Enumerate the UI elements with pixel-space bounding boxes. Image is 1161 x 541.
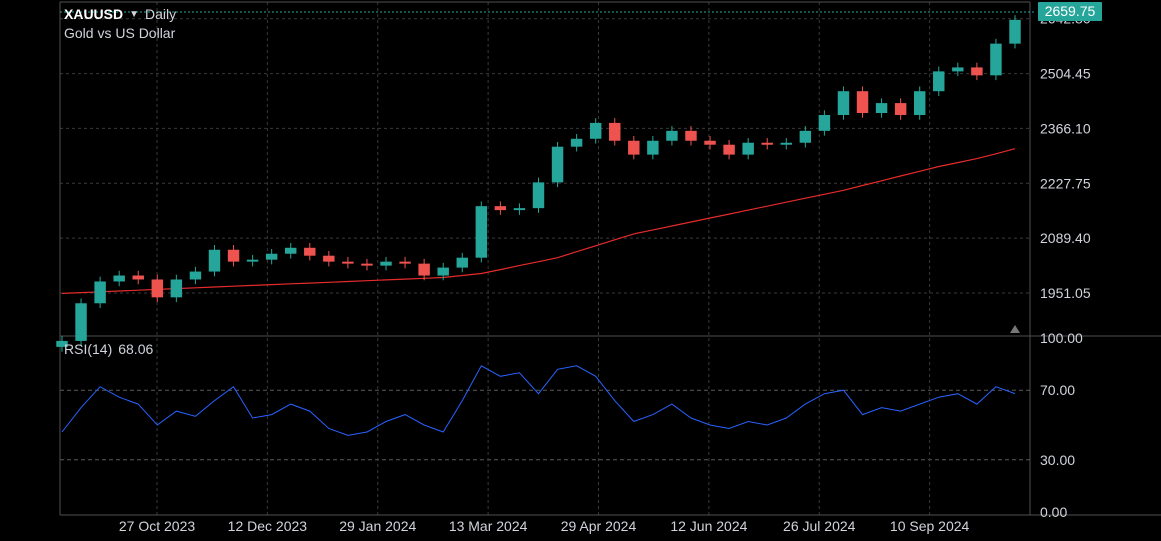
candle-body [208,249,221,272]
candle-body [380,261,392,266]
candle-body [913,91,926,115]
price-tick-label: 2366.10 [1040,120,1091,136]
rsi-tick-label: 0.00 [1040,504,1067,520]
candle-body [666,130,678,141]
candle-body [361,263,373,266]
symbol-row[interactable]: XAUUSD ▼ Daily [64,6,176,22]
candle-body [342,261,354,264]
rsi-value: 68.06 [118,341,154,357]
candle-body [494,206,507,211]
time-tick-label: 12 Dec 2023 [228,518,308,534]
candle-body [151,279,164,298]
candle-body [723,144,735,155]
rsi-layer [61,365,1016,436]
candle-body [990,43,1002,76]
candle-body [437,267,449,276]
candle-body [875,103,888,114]
candle-body [628,140,640,155]
candle-body [799,130,812,143]
time-tick-label: 26 Jul 2024 [783,518,856,534]
time-tick-label: 29 Jan 2024 [339,518,416,534]
candle-body [647,140,659,155]
candle-body [456,257,468,268]
candle-body [780,142,792,145]
rsi-tick-label: 70.00 [1040,382,1075,398]
candle-body [246,259,259,262]
last-price-tag: 2659.75 [1038,2,1102,22]
price-tick-label: 1951.05 [1040,285,1091,301]
candle-body [285,247,297,254]
moving-average-line [61,148,1016,294]
interval-label[interactable]: Daily [145,6,177,22]
candle-body [227,249,240,262]
candle-body [532,182,545,209]
candle-body [132,275,144,280]
price-tick-label: 2089.40 [1040,230,1091,246]
candle-body [170,279,183,298]
candle-body [189,271,202,280]
time-tick-label: 27 Oct 2023 [119,518,195,534]
candle-body [323,255,335,262]
candle-body [971,67,983,76]
candle-body [589,122,602,139]
rsi-name: RSI(14) [64,341,113,357]
candle-body [952,67,964,72]
rsi-legend[interactable]: RSI(14) 68.06 [64,341,153,357]
candle-body [837,91,850,115]
time-tick-label: 10 Sep 2024 [890,518,970,534]
time-tick-label: 29 Apr 2024 [561,518,637,534]
price-tick-label: 2504.45 [1040,66,1091,82]
symbol-name[interactable]: XAUUSD [64,6,124,22]
candles-layer [56,15,1021,352]
moving-average-layer [61,148,1016,294]
candle-body [685,130,697,141]
candle-body [551,146,564,183]
candle-body [856,91,869,114]
candle-body [418,263,430,276]
candle-body [570,138,583,147]
candle-body [933,71,945,92]
candle-body [265,253,278,260]
candle-body [56,340,68,347]
rsi-tick-label: 30.00 [1040,452,1075,468]
candle-body [894,103,907,115]
candle-body [513,208,526,211]
candle-body [475,206,488,258]
grid-layer [60,2,1030,515]
candle-body [761,142,773,145]
candle-body [399,261,411,264]
candle-body [704,140,716,145]
scroll-to-latest-icon[interactable] [1010,325,1020,333]
dropdown-caret-icon[interactable]: ▼ [129,8,140,20]
price-tick-label: 2227.75 [1040,175,1091,191]
candle-body [1009,19,1021,44]
candle-body [609,122,621,141]
time-tick-label: 13 Mar 2024 [449,518,528,534]
candle-body [304,247,316,256]
instrument-description: Gold vs US Dollar [64,25,176,41]
rsi-line [61,365,1016,436]
candle-body [818,114,831,131]
axis-labels-layer: 1951.052089.402227.752366.102504.452642.… [119,11,1091,534]
time-tick-label: 12 Jun 2024 [670,518,747,534]
candle-body [94,281,106,304]
candle-body [113,275,125,282]
rsi-tick-label: 100.00 [1040,330,1083,346]
candle-body [75,303,87,341]
candle-body [742,142,754,155]
